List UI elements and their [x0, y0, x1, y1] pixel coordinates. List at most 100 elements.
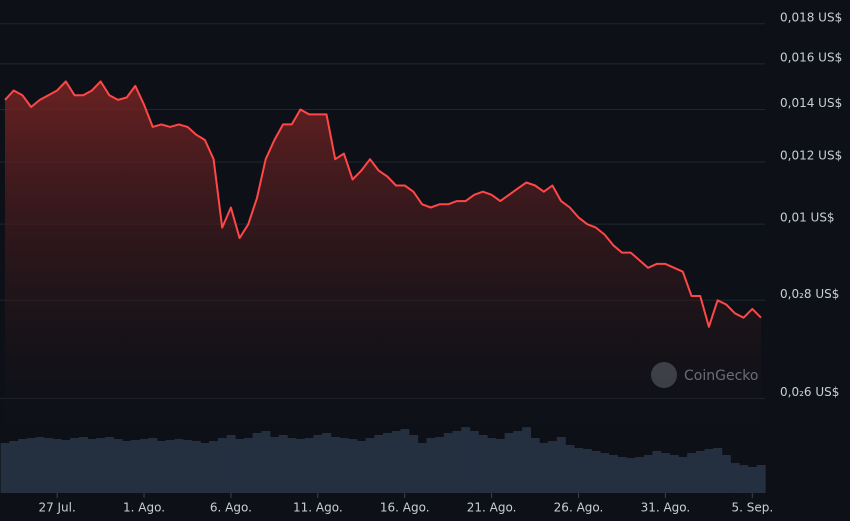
- volume-bar: [217, 438, 227, 493]
- volume-bar: [26, 438, 36, 493]
- volume-bar: [548, 441, 558, 493]
- volume-bar: [704, 449, 714, 493]
- volume-bar: [417, 443, 427, 493]
- volume-bar: [756, 465, 766, 493]
- volume-bar: [330, 437, 340, 493]
- plot: [4, 80, 762, 429]
- volume-bar: [18, 439, 28, 493]
- volume-bar: [687, 453, 697, 493]
- volume-bar: [678, 457, 688, 493]
- volume-bar: [252, 433, 262, 493]
- volume: [0, 427, 766, 493]
- volume-bar: [747, 467, 757, 493]
- volume-bar: [296, 439, 306, 493]
- volume-bar: [96, 438, 106, 493]
- volume-bar: [78, 437, 88, 493]
- volume-bar: [383, 433, 392, 493]
- volume-bar: [556, 437, 566, 493]
- volume-bar: [157, 441, 167, 493]
- volume-bar: [461, 427, 471, 493]
- volume-bar: [391, 431, 401, 493]
- volume-bar: [739, 465, 749, 493]
- volume-bar: [452, 431, 462, 493]
- volume-bar: [87, 439, 97, 493]
- volume-bar: [209, 441, 219, 493]
- volume-bar: [104, 437, 114, 493]
- y-tick-label: 0,012 US$: [780, 149, 842, 163]
- volume-bar: [713, 448, 723, 493]
- y-tick-label: 0,0₂6 US$: [780, 385, 839, 399]
- x-tick-label: 5. Sep.: [731, 501, 773, 515]
- volume-bar: [270, 437, 280, 493]
- volume-bar: [513, 431, 523, 493]
- volume-bar: [495, 439, 505, 493]
- volume-bar: [131, 440, 140, 493]
- volume-bar: [113, 439, 123, 493]
- x-tick-label: 6. Ago.: [210, 501, 252, 515]
- volume-bar: [530, 438, 540, 493]
- volume-bar: [0, 443, 10, 493]
- volume-bar: [139, 439, 149, 493]
- volume-bar: [122, 441, 132, 493]
- watermark-text: CoinGecko: [684, 368, 758, 384]
- y-tick-label: 0,018 US$: [780, 10, 842, 24]
- axis-labels: 0,018 US$ 0,016 US$ 0,014 US$ 0,012 US$ 0,01…: [38, 10, 842, 514]
- volume-bar: [165, 440, 175, 493]
- volume-bar: [174, 439, 184, 493]
- price-area: [5, 81, 761, 429]
- y-tick-label: 0,016 US$: [780, 50, 842, 64]
- volume-bar: [565, 445, 575, 493]
- volume-bar: [278, 435, 288, 493]
- volume-bar: [635, 457, 644, 493]
- volume-bar: [339, 438, 349, 493]
- x-tick-label: 1. Ago.: [123, 501, 165, 515]
- volume-bar: [304, 438, 314, 493]
- x-tick-label: 21. Ago.: [467, 501, 517, 515]
- watermark-logo: [651, 362, 677, 388]
- volume-bar: [652, 451, 662, 493]
- y-tick-label: 0,014 US$: [780, 96, 842, 110]
- volume-bar: [409, 435, 419, 493]
- volume-bar: [617, 457, 627, 493]
- volume-bar: [226, 435, 236, 493]
- volume-bar: [365, 438, 375, 493]
- volume-bar: [469, 431, 479, 493]
- x-tick-label: 31. Ago.: [641, 501, 691, 515]
- x-tick-label: 11. Ago.: [293, 501, 343, 515]
- y-tick-label: 0,0₂8 US$: [780, 287, 839, 301]
- volume-bar: [730, 463, 740, 493]
- volume-bar: [435, 437, 445, 493]
- x-tick-label: 27 Jul.: [38, 501, 75, 515]
- volume-bar: [669, 455, 679, 493]
- volume-bar: [504, 433, 514, 493]
- volume-bar: [626, 458, 636, 493]
- volume-bar: [191, 441, 201, 493]
- volume-bar: [721, 455, 731, 493]
- x-tick-label: 26. Ago.: [554, 501, 604, 515]
- volume-bar: [52, 439, 62, 493]
- price-line: [4, 80, 762, 328]
- volume-bar: [643, 455, 653, 493]
- volume-bar: [600, 453, 610, 493]
- volume-bar: [695, 451, 705, 493]
- watermark: CoinGecko: [651, 362, 758, 388]
- volume-bar: [200, 443, 210, 493]
- volume-bar: [287, 438, 297, 493]
- volume-bar: [478, 435, 488, 493]
- volume-bar: [44, 438, 54, 493]
- volume-bar: [70, 438, 80, 493]
- volume-bar: [374, 435, 384, 493]
- volume-bar: [313, 435, 323, 493]
- volume-bar: [443, 433, 453, 493]
- volume-bar: [235, 439, 245, 493]
- volume-bar: [61, 440, 71, 493]
- y-tick-label: 0,01 US$: [780, 211, 835, 225]
- volume-bar: [608, 455, 618, 493]
- volume-bar: [400, 429, 410, 493]
- volume-bar: [582, 449, 592, 493]
- volume-bar: [487, 438, 497, 493]
- volume-bar: [661, 453, 671, 493]
- volume-bar: [539, 443, 549, 493]
- volume-bar: [356, 441, 366, 493]
